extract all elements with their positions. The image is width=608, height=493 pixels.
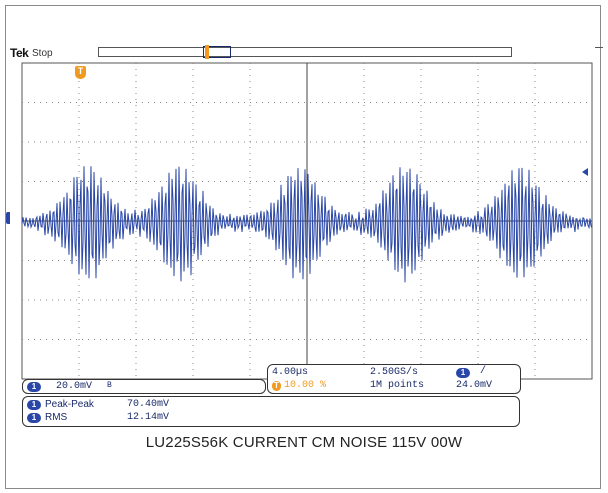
trigger-position-percent: 10.00 %	[284, 380, 327, 391]
trigger-level-arrow-icon[interactable]	[582, 168, 588, 176]
record-end-tick	[595, 47, 603, 48]
measurement-2-value: 12.14mV	[127, 412, 170, 423]
record-window-indicator[interactable]	[203, 46, 231, 58]
channel-1-chip: 1	[27, 382, 41, 392]
measurement-2-channel-chip: 1	[27, 413, 41, 423]
trigger-position-marker-icon[interactable]: T	[75, 66, 86, 79]
channel-1-readout[interactable]: 1 20.0mV B	[22, 379, 266, 394]
channel-1-waveform	[21, 166, 593, 283]
measurement-1-channel-chip: 1	[27, 400, 41, 410]
record-view-bar[interactable]	[98, 47, 512, 57]
trigger-slope-icon: /	[480, 366, 487, 377]
figure-caption: LU225S56K CURRENT CM NOISE 115V 00W	[145, 434, 463, 451]
trigger-source-chip: 1	[456, 368, 470, 378]
timebase-readout[interactable]: 4.00µs 2.50GS/s 1 / T 10.00 % 1M points …	[267, 364, 521, 394]
screen-frame	[5, 5, 601, 489]
channel-1-ground-marker-icon[interactable]	[6, 212, 10, 224]
acquisition-status: Stop	[32, 48, 53, 59]
status-bar: Tek Stop	[8, 44, 608, 62]
measurement-2-name: RMS	[45, 412, 68, 423]
sample-rate: 2.50GS/s	[370, 367, 419, 378]
bandwidth-limit-icon: B	[107, 381, 112, 390]
trigger-position-chip: T	[272, 381, 281, 391]
measurement-1-value: 70.40mV	[127, 399, 170, 410]
measurement-1-name: Peak-Peak	[45, 399, 94, 410]
record-length: 1M points	[370, 380, 425, 391]
horizontal-scale: 4.00µs	[272, 367, 309, 378]
measurement-panel[interactable]: 1 Peak-Peak 70.40mV 1 RMS 12.14mV	[22, 396, 520, 427]
trigger-position-indicator	[205, 45, 209, 59]
channel-1-scale: 20.0mV	[56, 381, 93, 392]
trigger-level: 24.0mV	[456, 380, 493, 391]
brand-logo: Tek	[10, 46, 29, 60]
